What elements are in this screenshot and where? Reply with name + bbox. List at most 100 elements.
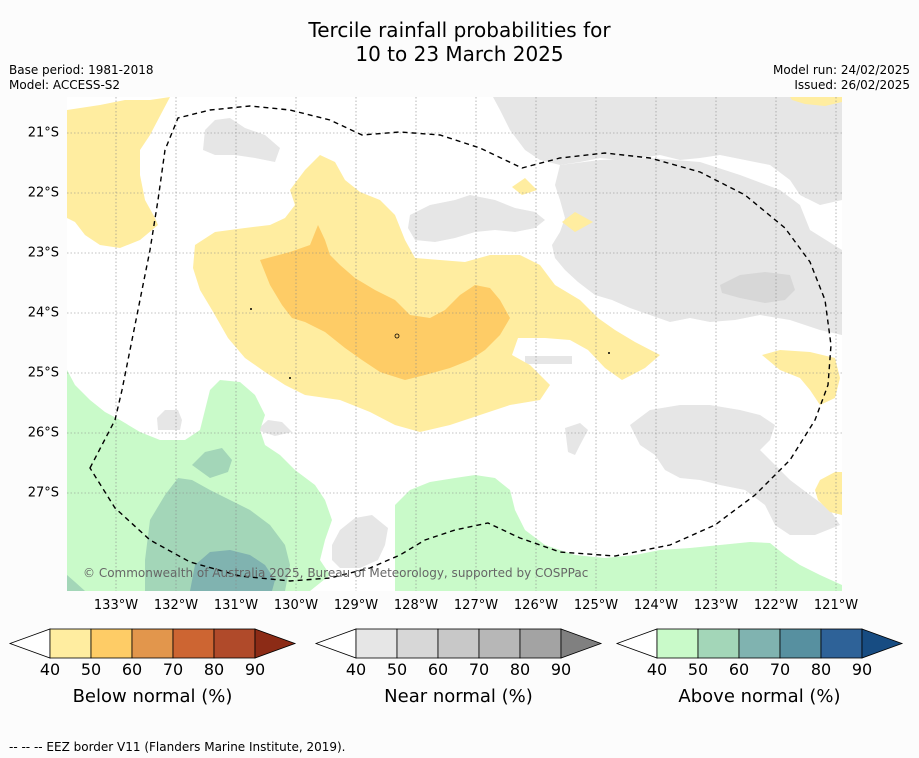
longitude-label: 130°W: [273, 598, 319, 613]
longitude-label: 125°W: [573, 598, 619, 613]
colorbar-tick-label: 80: [203, 660, 225, 679]
issued-date: Issued: 26/02/2025: [794, 78, 910, 92]
colorbar-title: Near normal (%): [384, 686, 533, 707]
footnote: -- -- -- EEZ border V11 (Flanders Marine…: [9, 740, 346, 754]
below-normal-50-regions: [260, 225, 510, 380]
longitude-label: 128°W: [393, 598, 439, 613]
colorbar-tick-label: 40: [345, 660, 367, 679]
grey-region-south-small: [332, 515, 388, 568]
grey-region-north-small: [203, 118, 280, 162]
longitude-label: 127°W: [453, 598, 499, 613]
colorbar-tick-label: 40: [646, 660, 668, 679]
map-title: Tercile rainfall probabilities for 10 to…: [0, 18, 919, 66]
longitude-label: 133°W: [93, 598, 139, 613]
colorbar-tick-label: 60: [427, 660, 449, 679]
colorbar-tick-label: 90: [244, 660, 266, 679]
longitude-label: 131°W: [213, 598, 259, 613]
colorbar-segment: [437, 628, 480, 659]
grey-region-center-islet: [525, 356, 572, 364]
grey-region-west-islet: [157, 410, 182, 430]
grey-region-west-islet-2: [257, 420, 292, 436]
island-marker-2: [394, 333, 400, 339]
latitude-label: 23°S: [27, 245, 59, 261]
colorbar-tick-label: 90: [851, 660, 873, 679]
island-marker-1: [250, 308, 252, 310]
above-normal-60-regions: [190, 550, 275, 591]
model-run: Model run: 24/02/2025: [772, 63, 910, 77]
yellow-region-southeast-edge: [815, 472, 842, 515]
orange-region-central: [260, 225, 510, 380]
longitude-label: 122°W: [753, 598, 799, 613]
below-normal-regions: [67, 97, 842, 515]
green50-region-edge: [67, 575, 85, 591]
title-line-1: Tercile rainfall probabilities for: [308, 18, 611, 42]
colorbar-tick-label: 60: [121, 660, 143, 679]
colorbar-over-triangle: [861, 628, 904, 659]
meta-left: Base period: 1981-2018 Model: ACCESS-S2: [9, 63, 154, 93]
green50-region-islet: [192, 448, 232, 478]
colorbar-under-triangle: [8, 628, 51, 659]
colorbar-segment: [90, 628, 133, 659]
grey-region-central-north: [408, 195, 545, 242]
longitude-label: 126°W: [513, 598, 559, 613]
colorbar-segment: [738, 628, 781, 659]
colorbar-title: Above normal (%): [678, 686, 841, 707]
island-marker-4: [289, 377, 291, 379]
yellow-islet-1: [512, 178, 537, 195]
latitude-label: 21°S: [27, 125, 59, 141]
eez-border: [89, 105, 832, 582]
meta-right: Model run: 24/02/2025 Issued: 26/02/2025: [773, 63, 910, 93]
longitude-label: 129°W: [333, 598, 379, 613]
colorbar-above: [615, 628, 904, 659]
longitude-label: 124°W: [633, 598, 679, 613]
yellow-region-east-small: [762, 350, 840, 405]
base-period: Base period: 1981-2018: [9, 63, 154, 77]
colorbar-tick-label: 40: [39, 660, 61, 679]
colorbar-over-triangle: [560, 628, 603, 659]
copyright-text: © Commonwealth of Australia 2025, Bureau…: [83, 566, 588, 580]
colorbar-segment: [697, 628, 740, 659]
colorbar-segment: [519, 628, 562, 659]
yellow-region-top-right: [790, 97, 842, 106]
colorbar-title: Below normal (%): [72, 686, 233, 707]
colorbar-tick-label: 50: [687, 660, 709, 679]
colorbar-near: [314, 628, 603, 659]
colorbar-segment: [213, 628, 256, 659]
colorbar-segment: [779, 628, 822, 659]
colorbar-under-triangle: [314, 628, 357, 659]
longitude-label: 123°W: [693, 598, 739, 613]
yellow-region-central: [193, 155, 660, 432]
colorbar-tick-label: 60: [728, 660, 750, 679]
latitude-label: 22°S: [27, 185, 59, 201]
colorbar-segment: [172, 628, 215, 659]
colorbar-over-triangle: [254, 628, 297, 659]
colorbar-segment: [131, 628, 174, 659]
green60-region-south: [190, 550, 275, 591]
colorbar-under-triangle: [615, 628, 658, 659]
colorbar-segment: [656, 628, 699, 659]
yellow-region-northwest: [67, 97, 170, 248]
colorbar-segment: [820, 628, 863, 659]
green-region-south: [395, 475, 842, 591]
grey-region-southeast: [630, 405, 840, 535]
latitude-label: 24°S: [27, 305, 59, 321]
colorbar-tick-label: 70: [769, 660, 791, 679]
grey-region-northeast: [493, 97, 842, 205]
colorbar-tick-label: 50: [80, 660, 102, 679]
grey-region-mid-islet: [565, 423, 588, 455]
colorbar-tick-label: 90: [550, 660, 572, 679]
colorbar-tick-label: 80: [810, 660, 832, 679]
colorbar-segment: [478, 628, 521, 659]
colorbar-segment: [396, 628, 439, 659]
model-name: Model: ACCESS-S2: [9, 78, 121, 92]
latitude-label: 27°S: [27, 485, 59, 501]
colorbar-tick-label: 50: [386, 660, 408, 679]
colorbar-segment: [49, 628, 92, 659]
map-plot: © Commonwealth of Australia 2025, Bureau…: [67, 97, 842, 591]
colorbar-tick-label: 70: [162, 660, 184, 679]
longitude-label: 132°W: [153, 598, 199, 613]
island-marker-3: [608, 352, 610, 354]
colorbar-tick-label: 70: [468, 660, 490, 679]
longitude-label: 121°W: [813, 598, 859, 613]
